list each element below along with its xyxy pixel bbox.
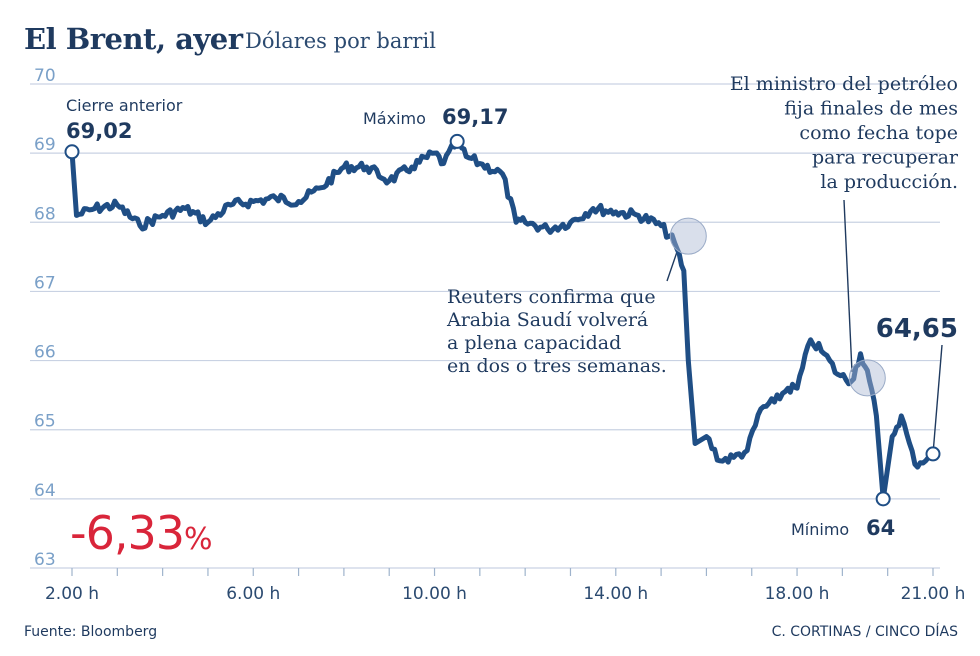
callout-line <box>843 199 853 372</box>
y-tick-label: 68 <box>34 204 56 224</box>
start-marker <box>64 144 80 160</box>
y-tick-label: 64 <box>34 481 56 501</box>
annotation-labels: Cierre anterior 69,02 Máximo 69,17 Mínimo 64 6… <box>66 73 959 540</box>
percent-change: -6,33% <box>70 506 213 560</box>
chart-title: El Brent, ayer <box>24 22 243 56</box>
percent-change-value: -6,33 <box>70 506 185 560</box>
line-chart: 63 64 65 66 67 68 69 70 2.00 h 6.00 h 10.00 h 14.0… <box>30 66 965 604</box>
end-value: 64,65 <box>876 314 958 344</box>
y-axis-ticks: 63 64 65 66 67 68 69 70 <box>34 66 56 570</box>
reuters-note-line: Reuters confirma que <box>447 286 656 308</box>
y-tick-label: 70 <box>34 66 56 86</box>
point-markers <box>64 133 941 507</box>
callout-line <box>666 247 679 282</box>
minister-note-line: la producción. <box>820 171 958 193</box>
chart-subtitle: Dólares por barril <box>245 29 436 53</box>
end-marker <box>925 446 941 462</box>
y-tick-label: 67 <box>34 273 56 293</box>
minister-note-line: para recuperar <box>812 147 959 169</box>
minister-note-line: fija finales de mes <box>784 98 958 120</box>
reuters-note-line: a plena capacidad <box>447 332 621 354</box>
grid-lines <box>30 83 940 569</box>
event-highlight <box>848 359 886 397</box>
y-tick-label: 69 <box>34 135 56 155</box>
minister-note-line: El ministro del petróleo <box>730 73 958 95</box>
price-line <box>69 138 936 502</box>
x-axis: 2.00 h 6.00 h 10.00 h 14.00 h 18.00 h 21.00 h <box>45 568 965 604</box>
source-note: Fuente: Bloomberg <box>24 624 158 640</box>
min-marker <box>875 491 891 507</box>
reuters-note-line: en dos o tres semanas. <box>447 355 667 377</box>
reuters-note-line: Arabia Saudí volverá <box>446 309 648 331</box>
x-tick-label: 21.00 h <box>901 584 966 604</box>
event-highlight <box>669 217 707 255</box>
y-tick-label: 65 <box>34 412 56 432</box>
credit-note: C. CORTINAS / CINCO DÍAS <box>771 624 958 640</box>
x-tick-label: 14.00 h <box>583 584 648 604</box>
start-label: Cierre anterior <box>66 96 183 115</box>
callout-lines <box>666 199 943 454</box>
max-value: 69,17 <box>442 105 508 129</box>
x-tick-label: 18.00 h <box>765 584 830 604</box>
y-tick-label: 66 <box>34 343 56 363</box>
min-label: Mínimo <box>791 520 849 539</box>
percent-unit: % <box>184 522 212 557</box>
max-label: Máximo <box>363 109 426 128</box>
minister-note-line: como fecha tope <box>799 122 958 144</box>
x-tick-label: 10.00 h <box>402 584 467 604</box>
x-tick-label: 2.00 h <box>45 584 99 604</box>
max-marker <box>449 133 465 149</box>
x-tick-label: 6.00 h <box>226 584 280 604</box>
start-value: 69,02 <box>66 119 132 143</box>
callout-line <box>932 344 943 454</box>
y-tick-label: 63 <box>34 550 56 570</box>
min-value: 64 <box>866 516 895 540</box>
